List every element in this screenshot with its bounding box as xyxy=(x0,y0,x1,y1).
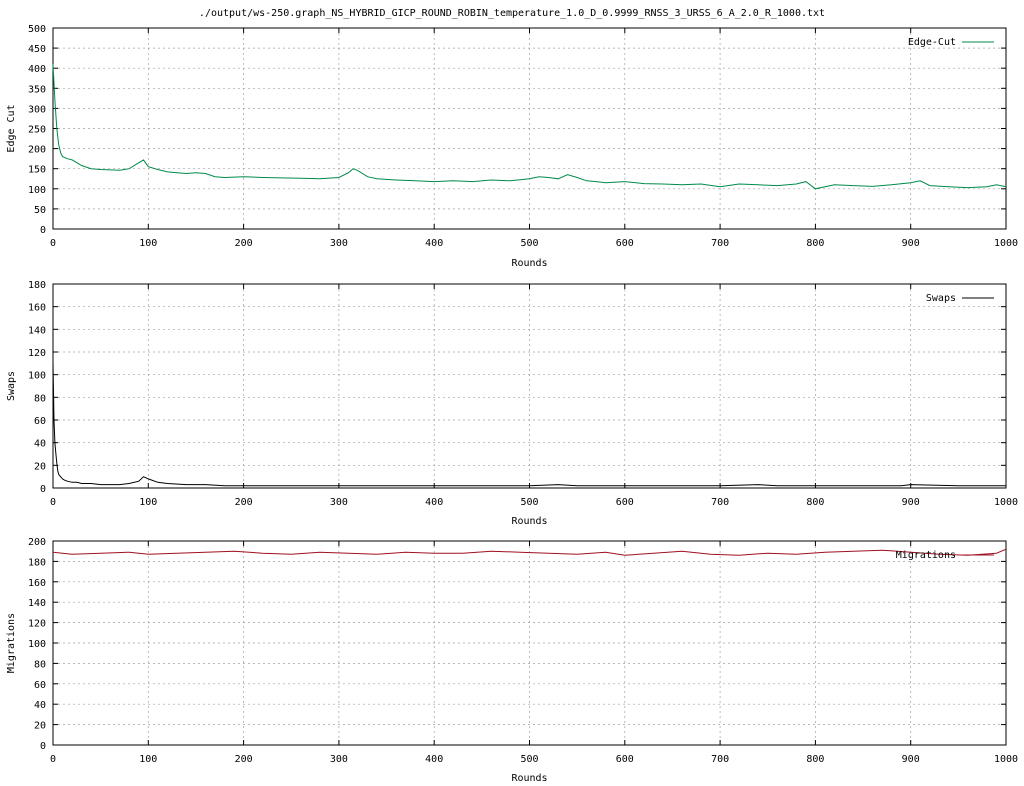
y-tick-label: 0 xyxy=(40,741,46,752)
x-tick-label: 800 xyxy=(806,497,824,508)
x-tick-label: 1000 xyxy=(994,754,1018,765)
x-tick-label: 600 xyxy=(616,754,634,765)
y-tick-label: 120 xyxy=(28,348,46,359)
x-axis-label: Rounds xyxy=(511,773,547,784)
x-tick-label: 200 xyxy=(235,754,253,765)
x-tick-label: 500 xyxy=(520,238,538,249)
chart-panel-3: 0 100 200 300 400 500 600 700 800 900 1000 0 20 40 60 8… xyxy=(6,537,1018,784)
series-line-edge-cut xyxy=(52,64,1007,190)
x-tick-label: 700 xyxy=(711,754,729,765)
x-tick-label: 600 xyxy=(616,238,634,249)
series-line-migrations xyxy=(52,548,1007,556)
x-tick-label: 900 xyxy=(902,497,920,508)
y-tick-label: 50 xyxy=(34,205,46,216)
legend-label: Migrations xyxy=(896,550,956,561)
y-tick-label: 250 xyxy=(28,125,46,136)
y-tick-label: 80 xyxy=(34,659,46,670)
y-tick-label: 350 xyxy=(28,84,46,95)
y-tick-label: 100 xyxy=(28,639,46,650)
x-tick-label: 900 xyxy=(902,238,920,249)
x-tick-label: 0 xyxy=(50,754,56,765)
y-tick-label: 200 xyxy=(28,145,46,156)
y-tick-label: 60 xyxy=(34,416,46,427)
y-tick-label: 20 xyxy=(34,461,46,472)
chart-panel-2: 0 100 200 300 400 500 600 700 800 900 1000 0 20 40 60 8… xyxy=(6,280,1018,527)
x-tick-label: 200 xyxy=(235,238,253,249)
chart-title: ./output/ws-250.graph_NS_HYBRID_GICP_ROU… xyxy=(199,8,825,19)
y-tick-label: 120 xyxy=(28,619,46,630)
x-tick-label: 300 xyxy=(330,754,348,765)
x-tick-label: 800 xyxy=(806,754,824,765)
y-tick-label: 450 xyxy=(28,44,46,55)
x-tick-label: 100 xyxy=(139,238,157,249)
y-tick-label: 180 xyxy=(28,280,46,291)
x-tick-label: 100 xyxy=(139,497,157,508)
y-axis-label: Edge Cut xyxy=(6,104,17,152)
y-tick-label: 100 xyxy=(28,371,46,382)
x-tick-label: 200 xyxy=(235,497,253,508)
y-tick-label: 0 xyxy=(40,484,46,495)
series-line-swaps xyxy=(52,363,1006,487)
x-tick-label: 700 xyxy=(711,497,729,508)
y-tick-label: 40 xyxy=(34,700,46,711)
x-tick-label: 400 xyxy=(425,238,443,249)
y-axis-label: Swaps xyxy=(6,371,17,401)
legend-label: Swaps xyxy=(926,293,956,304)
chart-panel-1: 0 100 200 300 400 500 600 700 800 900 1000 0 50 100 15… xyxy=(6,24,1018,269)
y-tick-label: 150 xyxy=(28,165,46,176)
y-tick-label: 100 xyxy=(28,185,46,196)
y-tick-label: 160 xyxy=(28,303,46,314)
x-axis-label: Rounds xyxy=(511,516,547,527)
y-tick-label: 40 xyxy=(34,439,46,450)
x-tick-label: 500 xyxy=(520,497,538,508)
x-axis-label: Rounds xyxy=(511,258,547,269)
y-tick-label: 180 xyxy=(28,557,46,568)
y-tick-label: 20 xyxy=(34,721,46,732)
x-tick-label: 300 xyxy=(330,497,348,508)
y-axis-label: Migrations xyxy=(6,613,17,673)
y-tick-label: 160 xyxy=(28,578,46,589)
y-tick-label: 400 xyxy=(28,64,46,75)
x-tick-label: 0 xyxy=(50,497,56,508)
x-tick-label: 100 xyxy=(139,754,157,765)
y-tick-label: 500 xyxy=(28,24,46,35)
y-tick-label: 140 xyxy=(28,598,46,609)
x-tick-label: 400 xyxy=(425,754,443,765)
x-tick-label: 900 xyxy=(902,754,920,765)
x-tick-label: 0 xyxy=(50,238,56,249)
x-tick-label: 700 xyxy=(711,238,729,249)
y-tick-label: 300 xyxy=(28,104,46,115)
y-tick-label: 60 xyxy=(34,680,46,691)
y-tick-label: 140 xyxy=(28,325,46,336)
y-tick-label: 200 xyxy=(28,537,46,548)
y-tick-label: 80 xyxy=(34,393,46,404)
x-tick-label: 300 xyxy=(330,238,348,249)
y-tick-label: 0 xyxy=(40,225,46,236)
x-tick-label: 1000 xyxy=(994,497,1018,508)
x-tick-label: 500 xyxy=(520,754,538,765)
legend-label: Edge-Cut xyxy=(908,37,956,48)
x-tick-label: 600 xyxy=(616,497,634,508)
x-tick-label: 800 xyxy=(806,238,824,249)
x-tick-label: 400 xyxy=(425,497,443,508)
x-tick-label: 1000 xyxy=(994,238,1018,249)
